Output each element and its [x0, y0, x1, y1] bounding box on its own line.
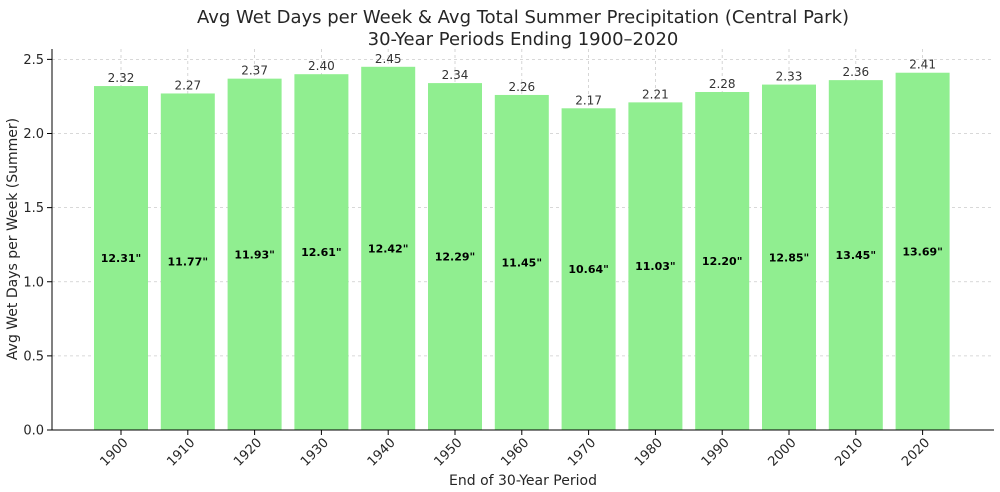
bar	[160, 93, 215, 431]
axes	[47, 49, 994, 435]
bar	[561, 108, 616, 430]
bar-precip-label: 12.42"	[368, 242, 409, 255]
bar-value-label: 2.28	[709, 77, 736, 91]
x-tick-label: 1980	[632, 436, 666, 470]
y-tick-label: 2.5	[23, 53, 44, 68]
x-tick-label: 2020	[899, 436, 933, 470]
bar	[227, 78, 282, 430]
bar-precip-label: 11.45"	[502, 256, 543, 269]
bar-precip-label: 12.31"	[101, 252, 142, 265]
bar	[695, 91, 750, 430]
bar	[428, 83, 482, 430]
bar-value-label: 2.26	[508, 80, 535, 94]
x-tick-label: 1900	[98, 436, 132, 470]
bar-value-label: 2.33	[776, 70, 803, 84]
bar-precip-label: 12.85"	[769, 251, 810, 264]
bar-precip-label: 13.45"	[836, 249, 877, 262]
y-tick-label: 1.0	[23, 275, 44, 290]
bar	[828, 80, 883, 430]
x-tick-label: 1950	[432, 436, 466, 470]
bar-value-label: 2.41	[909, 58, 936, 72]
y-axis-label: Avg Wet Days per Week (Summer)	[5, 118, 21, 360]
bar	[628, 102, 683, 430]
x-tick-label: 1910	[164, 436, 198, 470]
chart-title: Avg Wet Days per Week & Avg Total Summer…	[197, 7, 849, 28]
x-tick-label: 1930	[298, 436, 332, 470]
x-tick-label: 2010	[832, 436, 866, 470]
bar-value-label: 2.45	[375, 52, 402, 66]
bar-precip-label: 12.29"	[435, 251, 476, 264]
bar-precip-label: 12.20"	[702, 255, 743, 268]
bar	[361, 66, 416, 430]
bar-precip-label: 11.03"	[635, 260, 676, 273]
y-tick-label: 0.0	[23, 424, 44, 439]
x-axis-label: End of 30-Year Period	[449, 473, 597, 489]
bar	[94, 86, 148, 430]
x-tick-label: 1940	[365, 436, 399, 470]
bar	[762, 84, 816, 430]
bar-value-label: 2.21	[642, 87, 669, 101]
bar	[895, 72, 950, 430]
x-tick-label: 1920	[231, 436, 265, 470]
chart-subtitle: 30-Year Periods Ending 1900–2020	[368, 29, 679, 50]
bar-value-label: 2.36	[842, 65, 869, 79]
x-tick-label: 1990	[699, 436, 733, 470]
bar-value-label: 2.40	[308, 59, 335, 73]
bar-precip-label: 13.69"	[902, 245, 943, 258]
bar-precip-label: 10.64"	[568, 263, 609, 276]
bar-value-label: 2.32	[108, 71, 135, 85]
bar-value-label: 2.17	[575, 93, 602, 107]
bars	[94, 66, 950, 431]
x-tick-label: 1970	[565, 436, 599, 470]
y-tick-label: 2.0	[23, 127, 44, 142]
bar-value-label: 2.34	[442, 68, 469, 82]
bar-precip-label: 11.77"	[168, 256, 209, 269]
bar	[494, 94, 549, 430]
bar	[294, 74, 349, 430]
bar-precip-label: 12.61"	[301, 246, 342, 259]
y-tick-label: 0.5	[23, 349, 44, 364]
y-tick-label: 1.5	[23, 201, 44, 216]
bar-precip-label: 11.93"	[234, 248, 275, 261]
x-tick-label: 2000	[766, 436, 800, 470]
bar-value-label: 2.27	[174, 78, 201, 92]
bar-value-label: 2.37	[241, 64, 268, 78]
bar-labels: 2.32 12.31" 2.27 11.77" 2.37 11.93" 2.40 12.61"…	[101, 52, 943, 276]
x-tick-label: 1960	[498, 436, 532, 470]
